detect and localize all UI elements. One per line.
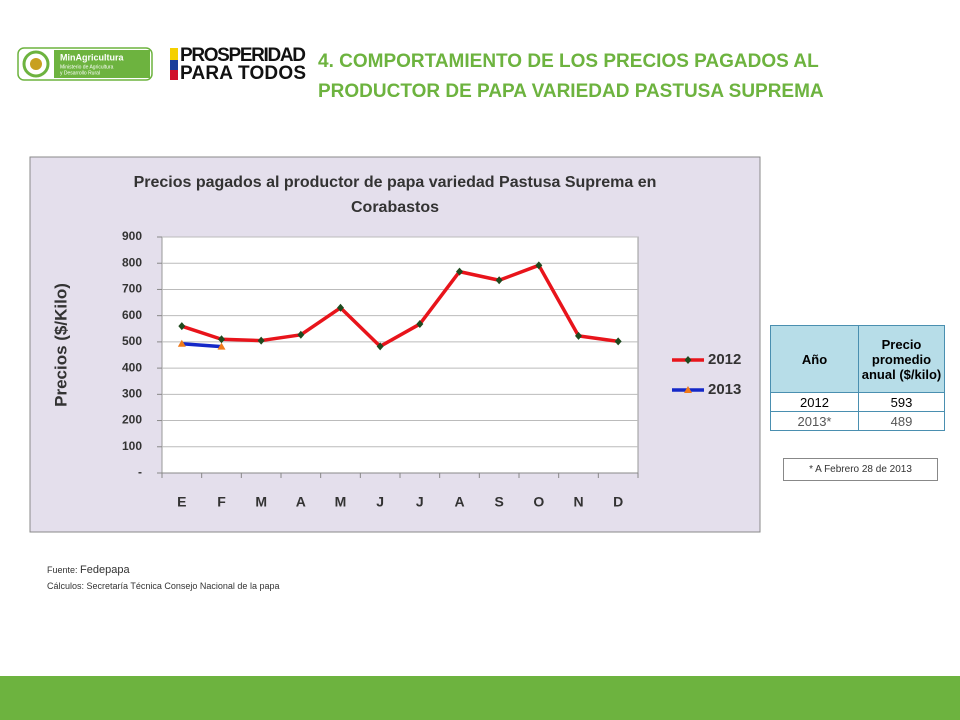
x-tick-label: J (416, 494, 424, 510)
heading: PRODUCTOR DE PAPA VARIEDAD PASTUSA SUPRE… (318, 81, 824, 102)
footer-bar (0, 676, 960, 720)
y-tick-label: 100 (122, 439, 142, 453)
footnote: * A Febrero 28 de 2013 (783, 458, 938, 481)
x-tick-label: S (494, 494, 503, 510)
data-point (376, 342, 384, 351)
data-point (217, 342, 226, 350)
y-tick-label: 800 (122, 255, 142, 269)
y-tick-label: 600 (122, 308, 142, 322)
x-tick-label: D (613, 494, 623, 510)
x-tick-label: M (335, 494, 347, 510)
x-tick-label: O (533, 494, 544, 510)
y-axis-label: Precios ($/Kilo) (51, 283, 70, 407)
legend-label: 2012 (708, 351, 741, 368)
data-point (178, 322, 186, 331)
table-cell: 2012 (770, 392, 859, 412)
logo-emblem-center (30, 58, 42, 70)
y-tick-label: 900 (122, 229, 142, 243)
x-tick-label: A (454, 494, 464, 510)
data-point (416, 320, 424, 329)
data-point (177, 339, 186, 347)
x-tick-label: M (255, 494, 267, 510)
table-cell: 489 (858, 411, 945, 431)
logo-subtitle: Ministerio de Agricultura (60, 64, 114, 70)
plot-area (161, 236, 639, 474)
data-point (297, 330, 305, 339)
source-label: Fuente: (47, 565, 78, 575)
data-point (337, 303, 344, 312)
logo-band (54, 50, 150, 78)
y-tick-label: 400 (122, 360, 142, 374)
series-line (181, 341, 222, 349)
summary-table: Año Precio promedio anual ($/kilo) 2012 59… (770, 325, 945, 431)
chart-title: Corabastos (351, 199, 439, 216)
source-name: Fedepapa (80, 564, 130, 576)
data-point (456, 267, 463, 276)
flag-stripe (170, 60, 178, 70)
slogan: PARA TODOS (180, 63, 306, 84)
legend-marker (684, 356, 692, 364)
table-header: Año (770, 325, 859, 393)
data-point (218, 335, 225, 344)
flag-stripe (170, 70, 178, 80)
chart-title: Precios pagados al productor de papa var… (134, 174, 657, 191)
y-tick-label: - (138, 465, 142, 479)
x-tick-label: E (177, 494, 186, 510)
y-tick-label: 300 (122, 387, 142, 401)
y-tick-label: 500 (122, 334, 142, 348)
table-header: Precio promedio anual ($/kilo) (858, 325, 945, 393)
legend-label: 2013 (708, 381, 741, 398)
x-tick-label: N (573, 494, 583, 510)
legend-marker (684, 386, 692, 393)
data-point (535, 261, 543, 270)
slogan: PROSPERIDAD (180, 45, 306, 66)
table-cell: 593 (858, 392, 945, 412)
flag-stripe (170, 48, 178, 60)
logo-name: MinAgricultura (60, 52, 124, 62)
y-tick-label: 200 (122, 413, 142, 427)
heading: 4. COMPORTAMIENTO DE LOS PRECIOS PAGADOS… (318, 51, 819, 72)
data-point (614, 337, 622, 346)
x-tick-label: F (217, 494, 226, 510)
series-line (181, 263, 619, 349)
x-tick-label: J (376, 494, 384, 510)
y-tick-label: 700 (122, 282, 142, 296)
calculation-note: Cálculos: Secretaría Técnica Consejo Nac… (47, 581, 280, 591)
source: Fuente: Fedepapa (47, 564, 130, 576)
logo-subtitle: y Desarrollo Rural (60, 70, 100, 76)
data-point (495, 276, 503, 285)
data-point (575, 331, 582, 340)
x-tick-label: A (296, 494, 306, 510)
data-point (257, 336, 265, 345)
table-cell: 2013* (770, 411, 859, 431)
